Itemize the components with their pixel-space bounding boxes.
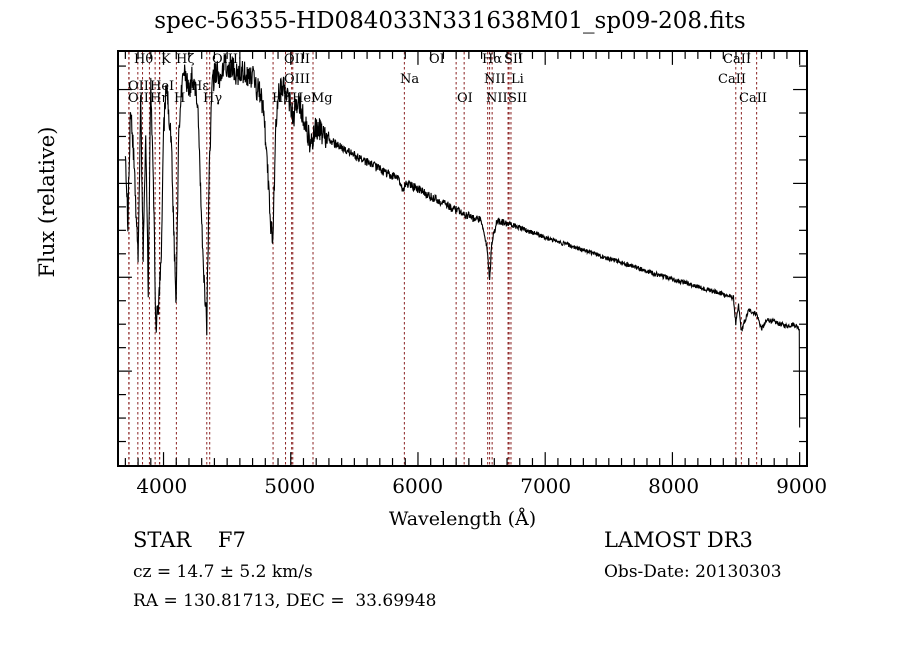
line-label: OI xyxy=(457,91,473,106)
line-label: Hα xyxy=(482,52,503,67)
line-label: Hθ xyxy=(134,52,154,67)
spectrum-curve xyxy=(125,55,799,428)
line-label: OII xyxy=(128,91,149,106)
line-label: HeI xyxy=(150,79,175,94)
line-label: OII xyxy=(128,79,149,94)
footer-info: STAR F7 cz = 14.7 ± 5.2 km/s RA = 130.81… xyxy=(0,528,900,648)
line-label: Hβ xyxy=(272,91,291,106)
line-label: NII xyxy=(486,91,508,106)
xtick-label: 7000 xyxy=(520,474,572,498)
line-label: CaII xyxy=(723,52,751,67)
xtick-label: 8000 xyxy=(648,474,700,498)
plot-area xyxy=(117,50,808,467)
line-label: Mg xyxy=(311,91,333,106)
line-label: CaII xyxy=(718,72,746,87)
spectrum-plot xyxy=(119,52,806,465)
line-label: Na xyxy=(400,72,420,87)
line-label: NII xyxy=(484,72,506,87)
line-label: H xyxy=(174,91,186,106)
line-label: Hη xyxy=(150,91,170,106)
line-label: OIII xyxy=(284,52,311,67)
footer-right-column: LAMOST DR3 Obs-Date: 20130303 xyxy=(604,528,900,591)
line-label: Hζ xyxy=(176,52,195,67)
emission-line-markers xyxy=(129,52,757,465)
line-label: Hγ xyxy=(203,91,223,106)
xtick-label: 6000 xyxy=(392,474,444,498)
page-title: spec-56355-HD084033N331638M01_sp09-208.f… xyxy=(154,8,746,34)
line-label: OI xyxy=(429,52,445,67)
line-label: K xyxy=(161,52,171,67)
line-label: CaII xyxy=(739,91,767,106)
obs-date: Obs-Date: 20130303 xyxy=(604,562,782,582)
xtick-label: 9000 xyxy=(776,474,828,498)
line-label: Li xyxy=(511,72,524,87)
line-label: OIII xyxy=(284,72,311,87)
footer-left-column: STAR F7 cz = 14.7 ± 5.2 km/s RA = 130.81… xyxy=(133,528,573,620)
xtick-label: 4000 xyxy=(136,474,188,498)
axis-tick-marks xyxy=(119,52,806,465)
redshift-velocity: cz = 14.7 ± 5.2 km/s xyxy=(133,562,313,582)
line-label: SII xyxy=(508,91,528,106)
line-label: SII xyxy=(504,52,524,67)
survey-name: LAMOST DR3 xyxy=(604,528,753,552)
line-label: OIII xyxy=(212,52,239,67)
xtick-label: 5000 xyxy=(264,474,316,498)
x-axis-label: Wavelength (Å) xyxy=(388,508,537,530)
y-axis-label: Flux (relative) xyxy=(35,126,59,278)
coordinates: RA = 130.81713, DEC = 33.69948 xyxy=(133,591,437,611)
object-type: STAR F7 xyxy=(133,528,246,552)
line-label: HeI xyxy=(292,91,317,106)
line-label: Hε xyxy=(191,79,210,94)
